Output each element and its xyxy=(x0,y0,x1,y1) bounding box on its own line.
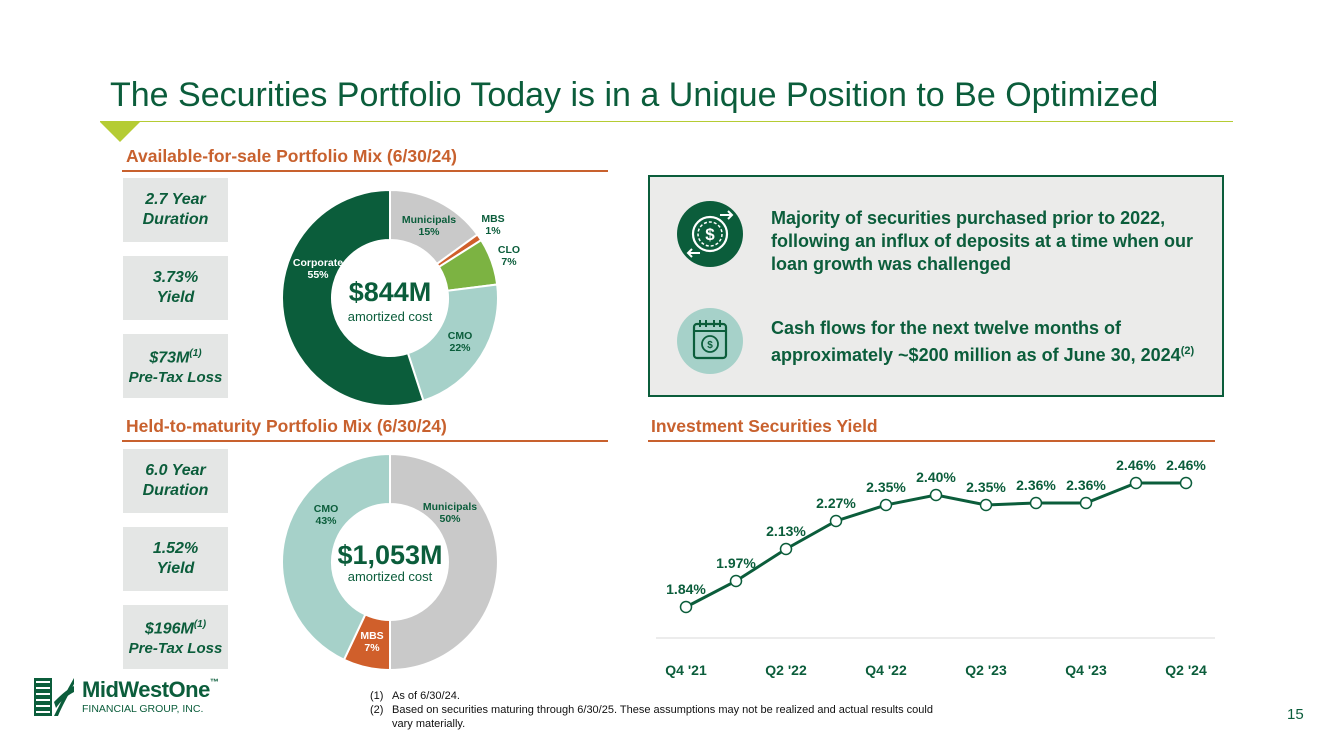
callout-item-2: Cash flows for the next twelve months of… xyxy=(771,318,1195,365)
callout-item-2-footnote: (2) xyxy=(1180,345,1195,357)
afs-yield-box: 3.73% Yield xyxy=(123,256,228,320)
afs-loss-footnote: (1) xyxy=(189,347,202,359)
afs-label-clo: CLO 7% xyxy=(497,244,521,268)
afs-duration-label: Duration xyxy=(142,211,209,228)
yield-data-label: 2.27% xyxy=(816,495,856,511)
yield-series-line xyxy=(685,481,1186,609)
yield-point xyxy=(1129,476,1143,490)
dollar-cycle-icon: $ xyxy=(677,201,743,267)
afs-label-municipals: Municipals 15% xyxy=(401,214,457,238)
company-logo: MidWestOne™ FINANCIAL GROUP, INC. xyxy=(82,677,219,715)
yield-point xyxy=(829,514,843,528)
htm-section-rule xyxy=(122,440,608,442)
callout-box xyxy=(648,175,1224,397)
htm-loss-footnote: (1) xyxy=(193,618,207,630)
yield-data-label: 2.46% xyxy=(1116,457,1156,473)
title-accent-triangle xyxy=(100,122,140,142)
yield-x-tick-label: Q4 '23 xyxy=(1065,662,1107,678)
afs-loss-value: $73M xyxy=(149,349,190,367)
yield-section-title: Investment Securities Yield xyxy=(651,416,878,436)
afs-slice-cmo xyxy=(406,283,499,402)
yield-data-label: 1.84% xyxy=(666,581,706,597)
afs-section-title: Available-for-sale Portfolio Mix (6/30/2… xyxy=(126,146,457,166)
logo-name: MidWestOne xyxy=(82,677,210,702)
yield-data-label: 2.36% xyxy=(1066,477,1106,493)
callout-item-1: Majority of securities purchased prior t… xyxy=(771,208,1194,274)
yield-x-tick-label: Q2 '23 xyxy=(965,662,1007,678)
yield-line-chart: 1.84% 1.97% 2.13% 2.27% 2.35% 2.40% 2.35% 2.36%… xyxy=(656,457,1215,678)
htm-donut-chart xyxy=(281,452,499,672)
htm-yield-box: 1.52% Yield xyxy=(123,527,228,591)
yield-section-rule xyxy=(648,440,1215,442)
afs-label-mbs: MBS 1% xyxy=(481,213,505,237)
yield-x-tick-label: Q4 '22 xyxy=(865,662,907,678)
footnotes: (1) As of 6/30/24. (2) Based on securities… xyxy=(370,689,950,731)
yield-point xyxy=(1179,476,1193,490)
yield-data-label: 1.97% xyxy=(716,555,756,571)
yield-data-label: 2.35% xyxy=(866,479,906,495)
page-number: 15 xyxy=(1287,706,1304,723)
afs-center-value: $844M xyxy=(348,277,432,307)
yield-x-tick-label: Q2 '22 xyxy=(765,662,807,678)
yield-x-tick-label: Q2 '24 xyxy=(1165,662,1207,678)
afs-duration-box: 2.7 Year Duration xyxy=(123,178,228,242)
yield-point xyxy=(779,542,793,556)
afs-donut-chart xyxy=(281,188,499,407)
htm-duration-box: 6.0 Year Duration xyxy=(123,449,228,513)
htm-yield-value: 1.52% xyxy=(152,540,199,557)
htm-loss-box: $196M(1) Pre-Tax Loss xyxy=(123,605,228,669)
svg-text:$: $ xyxy=(707,340,713,351)
yield-point xyxy=(1029,496,1043,510)
yield-data-label: 2.46% xyxy=(1166,457,1206,473)
afs-section-rule xyxy=(122,170,608,172)
yield-x-tick-label: Q4 '21 xyxy=(665,662,707,678)
htm-label-mbs: MBS 7% xyxy=(360,630,384,654)
footnote-2: (2) Based on securities maturing through … xyxy=(370,704,933,730)
htm-section-title: Held-to-maturity Portfolio Mix (6/30/24) xyxy=(126,416,447,436)
afs-label-cmo: CMO 22% xyxy=(447,330,473,354)
htm-duration-label: Duration xyxy=(142,482,209,499)
htm-slice-municipals xyxy=(389,452,499,672)
afs-yield-label: Yield xyxy=(156,289,195,306)
yield-data-label: 2.36% xyxy=(1016,477,1056,493)
afs-loss-label: Pre-Tax Loss xyxy=(128,369,223,387)
htm-center-label: amortized cost xyxy=(347,569,433,584)
htm-loss-label: Pre-Tax Loss xyxy=(128,640,223,658)
logo-subtitle: FINANCIAL GROUP, INC. xyxy=(82,703,204,715)
afs-yield-value: 3.73% xyxy=(152,269,199,286)
htm-slice-cmo xyxy=(281,452,391,662)
yield-point xyxy=(729,574,743,588)
yield-point xyxy=(679,600,693,614)
page-title: The Securities Portfolio Today is in a U… xyxy=(110,76,1159,114)
htm-label-municipals: Municipals 50% xyxy=(422,501,478,525)
htm-loss-value: $196M xyxy=(144,620,194,638)
title-rule xyxy=(100,121,1233,122)
afs-duration-value: 2.7 Year xyxy=(145,191,206,208)
afs-slice-corporate xyxy=(281,188,425,407)
htm-center-value: $1,053M xyxy=(337,540,443,570)
yield-point xyxy=(929,488,943,502)
htm-duration-value: 6.0 Year xyxy=(145,462,206,479)
afs-loss-box: $73M(1) Pre-Tax Loss xyxy=(123,334,228,398)
svg-text:$: $ xyxy=(705,225,715,244)
afs-center-label: amortized cost xyxy=(347,309,433,324)
yield-data-label: 2.40% xyxy=(916,469,956,485)
afs-label-corporate: Corporate 55% xyxy=(292,257,344,281)
yield-data-label: 2.13% xyxy=(766,523,806,539)
calendar-dollar-icon: $ xyxy=(677,308,743,374)
logo-tm: ™ xyxy=(209,677,219,687)
htm-yield-label: Yield xyxy=(156,560,195,577)
footnote-1: (1) As of 6/30/24. xyxy=(370,690,460,702)
yield-data-label: 2.35% xyxy=(966,479,1006,495)
yield-point xyxy=(879,498,893,512)
yield-point xyxy=(1079,496,1093,510)
logo-mark-icon xyxy=(34,678,74,716)
yield-point xyxy=(979,498,993,512)
htm-label-cmo: CMO 43% xyxy=(313,503,339,527)
